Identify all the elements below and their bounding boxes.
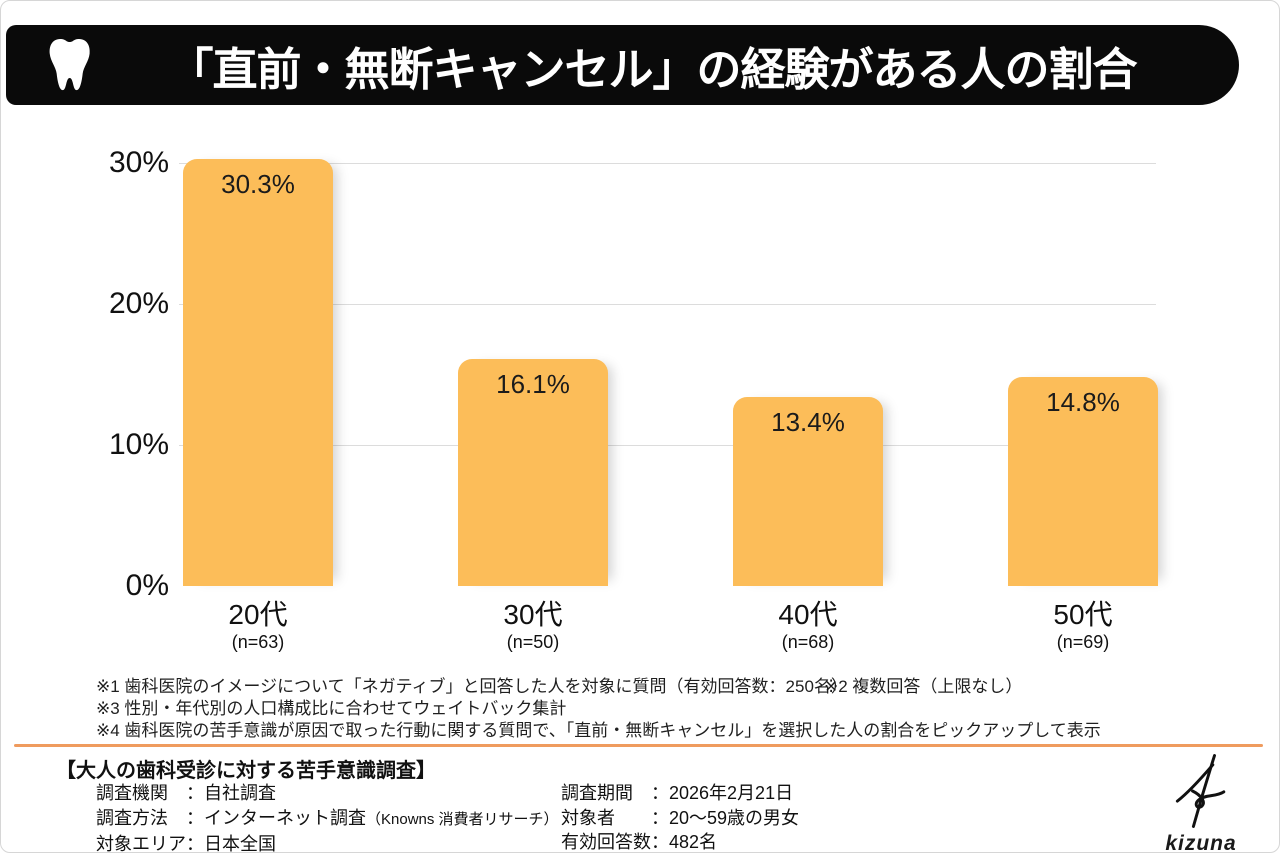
chart-bar	[1008, 377, 1158, 586]
x-axis-category-label: 20代	[228, 599, 288, 630]
divider-line	[14, 744, 1263, 747]
survey-info-right: 調査期間 ：2026年2月21日 対象者 ：20〜59歳の男女 有効回答数：482名	[561, 781, 800, 852]
page-title: 「直前・無断キャンセル」の経験がある人の割合	[168, 43, 1137, 95]
footnote-2: ※2 複数回答（上限なし）	[824, 677, 1023, 696]
kizuna-signature-icon	[1175, 754, 1226, 828]
x-axis-category-label: 50代	[1053, 599, 1113, 630]
footnote-4: ※4 歯科医院の苦手意識が原因で取った行動に関する質問で、「直前・無断キャンセル…	[96, 721, 1101, 740]
x-axis-category-label: 30代	[503, 599, 563, 630]
y-axis-tick-label: 0%	[125, 569, 169, 602]
chart-gridline	[179, 304, 1156, 305]
bar-value-label: 30.3%	[221, 168, 295, 199]
sample-size-label: (n=50)	[506, 632, 560, 652]
survey-title: 【大人の歯科受診に対する苦手意識調査】	[56, 760, 436, 782]
survey-row: 調査機関 ：自社調査	[96, 783, 276, 803]
kizuna-logo-text: kizuna	[1165, 832, 1237, 853]
survey-row: 対象エリア：日本全国	[96, 834, 276, 853]
survey-row: 調査期間 ：2026年2月21日	[561, 783, 794, 803]
chart-bar	[183, 158, 333, 586]
bar-value-label: 14.8%	[1046, 387, 1120, 418]
x-axis-category-label: 40代	[778, 599, 838, 630]
survey-row: 有効回答数：482名	[561, 832, 718, 852]
chart-bar	[458, 358, 608, 586]
y-axis-tick-label: 10%	[108, 428, 169, 461]
y-axis-tick-label: 20%	[108, 287, 169, 320]
chart-gridline	[179, 163, 1156, 164]
sample-size-label: (n=69)	[1056, 632, 1110, 652]
survey-row: 調査方法 ：インターネット調査（Knowns 消費者リサーチ）	[96, 807, 559, 828]
survey-info-left: 調査機関 ：自社調査調査方法 ：インターネット調査（Knowns 消費者リサーチ） 対…	[96, 781, 559, 853]
survey-row: 対象者 ：20〜59歳の男女	[561, 807, 800, 828]
title-banner: 「直前・無断キャンセル」の経験がある人の割合	[6, 25, 1239, 105]
bar-value-label: 16.1%	[496, 368, 570, 399]
footnotes: ※1 歯科医院のイメージについて「ネガティブ」と回答した人を対象に質問（有効回答…	[96, 676, 1236, 742]
y-axis-tick-label: 30%	[108, 146, 169, 179]
footnote-1: ※1 歯科医院のイメージについて「ネガティブ」と回答した人を対象に質問（有効回答…	[96, 677, 848, 696]
sample-size-label: (n=68)	[781, 632, 835, 652]
chart-gridline	[179, 445, 1156, 446]
tooth-icon	[48, 32, 100, 98]
bar-value-label: 13.4%	[771, 407, 845, 438]
kizuna-logo: kizuna	[1141, 753, 1261, 853]
footnote-line-1: ※1 歯科医院のイメージについて「ネガティブ」と回答した人を対象に質問（有効回答…	[96, 676, 1236, 697]
sample-size-label: (n=63)	[231, 632, 285, 652]
footnote-3: ※3 性別・年代別の人口構成比に合わせてウェイトバック集計	[96, 699, 567, 718]
chart-bar	[733, 397, 883, 586]
